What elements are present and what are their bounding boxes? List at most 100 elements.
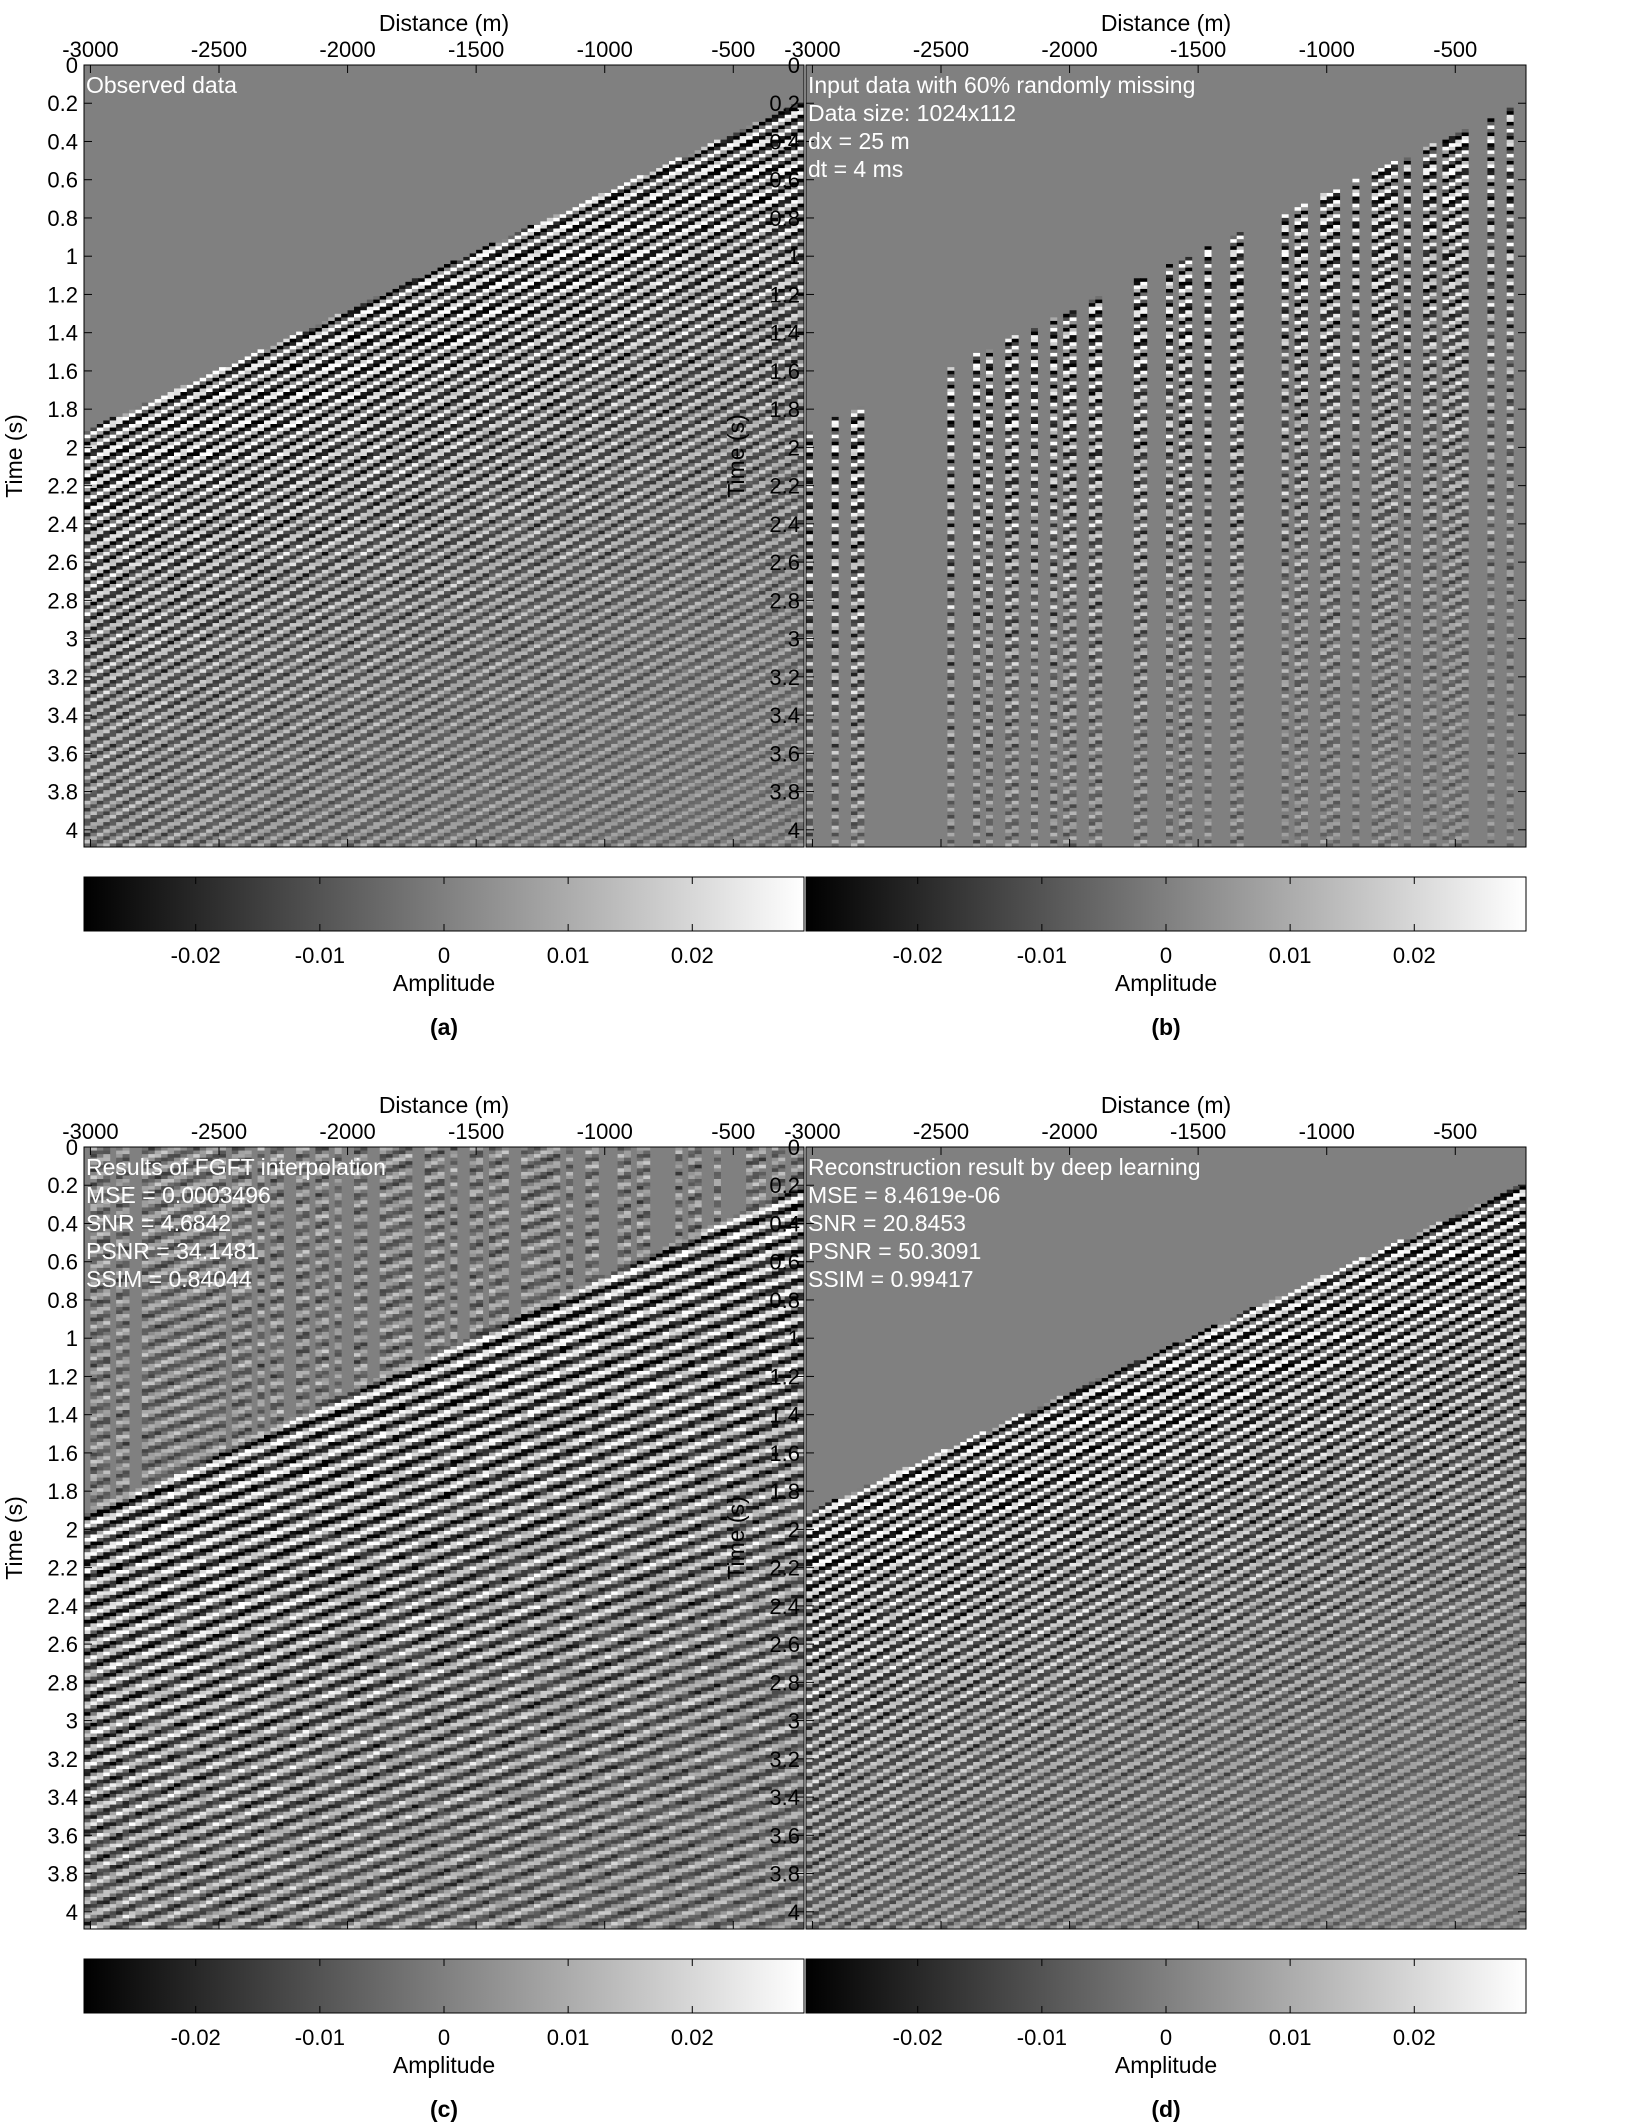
trace [1147,1357,1154,1930]
y-tick-label: 2.4 [769,512,800,537]
trace [1430,143,1437,847]
trace [245,1147,252,1930]
trace [1462,1211,1469,1930]
trace [1307,1282,1314,1930]
trace [309,328,316,848]
trace [1005,1421,1012,1930]
colorbar-tick-label: -0.02 [171,2025,221,2050]
colorbar [84,877,804,931]
trace [528,1147,535,1930]
trace [573,207,580,847]
trace [1237,1314,1244,1930]
trace [489,243,496,848]
y-tick-label: 2.4 [47,1594,78,1619]
colorbar-tick-label: 0.02 [1393,943,1436,968]
trace [980,1431,987,1929]
y-tick-label: 1.2 [769,1364,800,1389]
y-tick-label: 3.4 [47,703,78,728]
panel-letter: (d) [1151,2096,1180,2122]
y-tick-label: 1.6 [769,1441,800,1466]
y-tick-label: 0.2 [769,1173,800,1198]
trace [495,243,502,848]
trace [992,1428,999,1930]
trace [483,1328,490,1929]
trace [1211,1325,1218,1930]
trace [277,1147,284,1930]
trace [1153,1353,1160,1929]
trace [360,1147,367,1930]
trace [967,1438,974,1929]
y-tick-label: 0.8 [769,1288,800,1313]
trace [714,140,721,848]
trace [832,417,839,848]
trace [1031,328,1038,848]
trace [1031,1410,1038,1930]
y-tick-label: 1.8 [47,1479,78,1504]
trace [973,353,980,848]
y-tick-label: 2.6 [47,1632,78,1657]
panel-annotation: PSNR = 50.3091 [808,1238,981,1264]
x-tick-label: -2500 [191,37,247,62]
seismic-image [84,1147,805,1930]
trace [618,1147,625,1930]
trace [174,1147,181,1930]
panel-annotation: Results of FGFT interpolation [86,1154,386,1180]
trace [206,374,213,847]
trace [1166,1346,1173,1930]
trace [238,360,245,848]
trace [193,381,200,847]
trace [573,1289,580,1929]
y-tick-label: 0.8 [47,206,78,231]
trace [193,1147,200,1930]
y-tick-label: 0.8 [769,206,800,231]
x-tick-label: -2000 [1041,37,1097,62]
trace [973,1435,980,1930]
y-tick-label: 3.6 [769,741,800,766]
trace [1487,1200,1494,1929]
trace [380,1147,387,1930]
panel-letter: (c) [430,2096,458,2122]
trace [187,1147,194,1930]
trace [1333,1271,1340,1929]
trace [611,189,618,847]
trace [1102,1378,1109,1930]
trace [1205,1328,1212,1929]
trace [90,1147,97,1930]
y-tick-label: 2.8 [47,588,78,613]
trace [502,1147,509,1930]
trace [148,1147,155,1930]
trace [348,1392,355,1929]
trace [947,1449,954,1929]
trace [812,1510,819,1930]
trace [928,1456,935,1929]
trace [463,257,470,848]
trace [515,1314,522,1930]
trace [1295,1289,1302,1929]
panel-annotation: dt = 4 ms [808,156,903,182]
trace [309,1410,316,1930]
y-tick-label: 3 [788,627,800,652]
y-tick-label: 2.4 [47,512,78,537]
trace [1237,232,1244,848]
trace [986,1431,993,1929]
trace [1404,157,1411,847]
panel-annotation: dx = 25 m [808,128,910,154]
colorbar-tick-label: 0.01 [1269,943,1312,968]
y-tick-label: 0.2 [47,91,78,116]
trace [1012,1417,1019,1929]
trace [819,1506,826,1930]
trace [470,1147,477,1930]
trace [1423,147,1430,848]
trace [1063,1396,1070,1930]
trace [1224,1321,1231,1929]
x-tick-label: -2500 [191,1119,247,1144]
trace [637,175,644,847]
trace [618,186,625,848]
x-axis-label: Distance (m) [379,1092,509,1118]
trace [1230,236,1237,848]
trace [753,1147,760,1930]
trace [605,1275,612,1930]
trace [110,1499,117,1930]
trace [592,197,599,848]
